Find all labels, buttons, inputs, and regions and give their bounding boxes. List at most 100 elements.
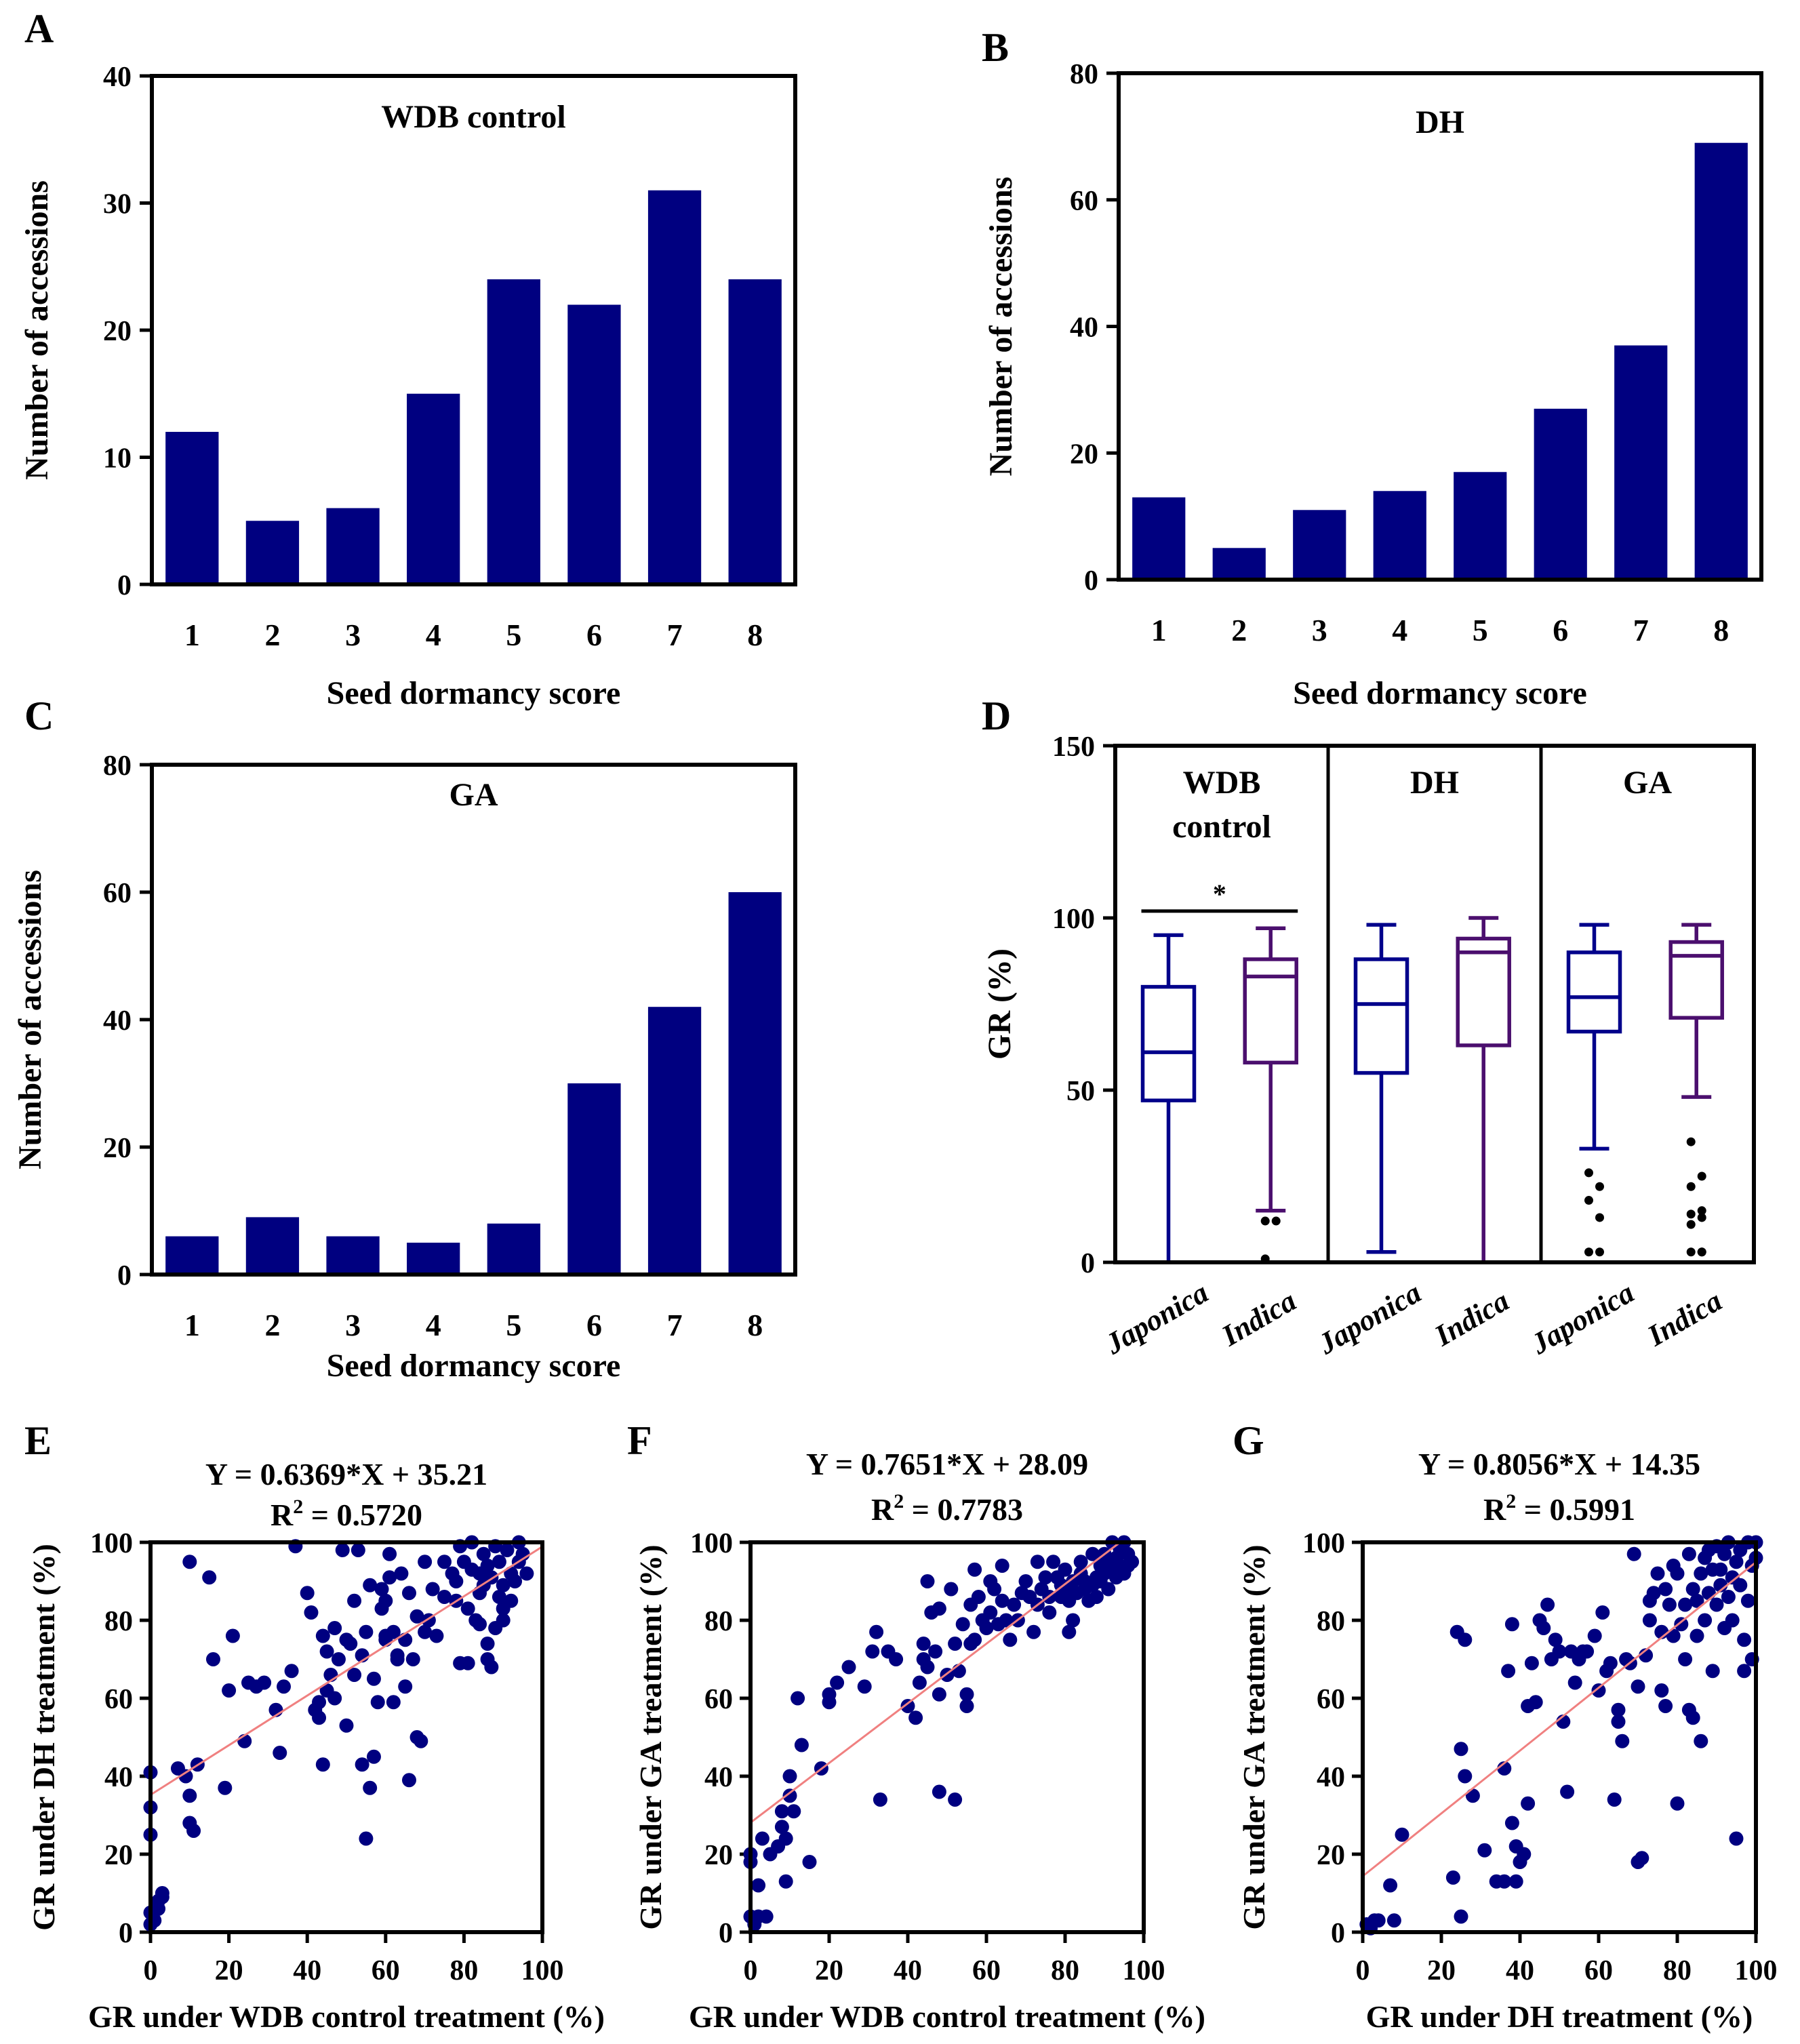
scatter-point bbox=[327, 1691, 342, 1706]
regression-equation: Y = 0.6369*X + 35.21 bbox=[205, 1457, 487, 1491]
scatter-point bbox=[1591, 1683, 1606, 1698]
x-tick-label: 5 bbox=[1473, 613, 1488, 647]
x-tick-label: 8 bbox=[747, 618, 763, 652]
scatter-point bbox=[1709, 1597, 1724, 1612]
scatter-point bbox=[1458, 1632, 1473, 1647]
x-tick-label: 40 bbox=[1506, 1955, 1534, 1986]
scatter-point bbox=[484, 1660, 499, 1675]
y-tick-label: 20 bbox=[1070, 439, 1098, 470]
scatter-point bbox=[1030, 1555, 1045, 1569]
scatter-point bbox=[1698, 1613, 1713, 1628]
plot-frame bbox=[150, 763, 797, 1277]
x-axis-label: Seed dormancy score bbox=[327, 1348, 621, 1384]
x-tick-label: 0 bbox=[1356, 1955, 1370, 1986]
scatter-point bbox=[202, 1570, 217, 1585]
x-tick-label: 20 bbox=[215, 1955, 243, 1986]
scatter-point bbox=[225, 1628, 240, 1643]
x-tick-label: 5 bbox=[506, 618, 521, 652]
x-tick-label: 20 bbox=[815, 1955, 843, 1986]
outlier-point bbox=[1595, 1213, 1604, 1222]
scatter-point bbox=[359, 1831, 374, 1846]
scatter-point bbox=[987, 1582, 1002, 1597]
scatter-point bbox=[1733, 1578, 1748, 1592]
x-tick-label: 3 bbox=[345, 618, 361, 652]
scatter-point bbox=[869, 1624, 884, 1639]
y-tick-label: 40 bbox=[1317, 1762, 1345, 1793]
scatter-point bbox=[920, 1574, 935, 1588]
scatter-point bbox=[519, 1566, 534, 1581]
y-tick-label: 20 bbox=[1317, 1840, 1345, 1871]
scatter-point bbox=[425, 1582, 440, 1597]
x-tick-label: 80 bbox=[1051, 1955, 1079, 1986]
plot-frame bbox=[148, 1540, 544, 1934]
chart-title: WDB control bbox=[381, 99, 565, 135]
bar-5 bbox=[1454, 472, 1507, 580]
y-axis-label: GR under GA treatment (%) bbox=[633, 1544, 668, 1929]
y-tick-label: 100 bbox=[690, 1528, 733, 1559]
outlier-point bbox=[1686, 1182, 1696, 1191]
x-tick-label: 2 bbox=[264, 1308, 280, 1342]
scatter-point bbox=[916, 1637, 931, 1651]
scatter-point bbox=[944, 1582, 959, 1597]
y-tick-label: 80 bbox=[704, 1606, 733, 1637]
x-tick-label: 7 bbox=[667, 618, 683, 652]
y-tick-label: 0 bbox=[1081, 1248, 1095, 1279]
scatter-point bbox=[971, 1590, 986, 1604]
x-tick-label: 6 bbox=[586, 618, 602, 652]
scatter-point bbox=[1631, 1679, 1645, 1694]
scatter-point bbox=[382, 1546, 397, 1561]
scatter-point bbox=[778, 1831, 793, 1846]
scatter-point bbox=[928, 1644, 943, 1659]
x-tick-label: 4 bbox=[426, 618, 441, 652]
scatter-point bbox=[1477, 1843, 1492, 1858]
scatter-point bbox=[830, 1675, 845, 1690]
box-label: Indica bbox=[1428, 1284, 1515, 1353]
box-label: Japonica bbox=[1525, 1276, 1639, 1361]
x-tick-label: 20 bbox=[1427, 1955, 1456, 1986]
scatter-point bbox=[1725, 1613, 1740, 1628]
y-axis-label: Number of accessions bbox=[19, 180, 55, 480]
scatter-point bbox=[355, 1757, 369, 1772]
x-tick-label: 60 bbox=[972, 1955, 1001, 1986]
outlier-point bbox=[1697, 1247, 1706, 1257]
scatter-point bbox=[359, 1624, 374, 1639]
box-iqr bbox=[1140, 984, 1197, 1102]
outlier-point bbox=[1686, 1137, 1696, 1146]
scatter-point bbox=[983, 1605, 998, 1620]
scatter-point bbox=[1654, 1683, 1669, 1698]
scatter-point bbox=[951, 1664, 966, 1679]
y-tick-label: 80 bbox=[1070, 59, 1098, 90]
box-iqr bbox=[1353, 957, 1409, 1075]
y-tick-label: 20 bbox=[104, 1840, 133, 1871]
scatter-point bbox=[300, 1586, 315, 1601]
scatter-point bbox=[1721, 1590, 1736, 1604]
scatter-point bbox=[1694, 1734, 1708, 1748]
x-tick-label: 1 bbox=[184, 1308, 200, 1342]
scatter-point bbox=[1580, 1644, 1595, 1659]
scatter-point bbox=[1717, 1546, 1732, 1561]
scatter-point bbox=[932, 1687, 946, 1702]
scatter-point bbox=[967, 1562, 982, 1577]
scatter-point bbox=[1007, 1597, 1022, 1612]
scatter-point bbox=[1371, 1913, 1386, 1928]
r-squared: R2 = 0.7783 bbox=[871, 1490, 1023, 1527]
y-tick-label: 100 bbox=[1052, 904, 1095, 935]
scatter-point bbox=[1595, 1605, 1610, 1620]
x-tick-label: 0 bbox=[744, 1955, 758, 1986]
scatter-point bbox=[1694, 1566, 1708, 1581]
x-tick-label: 40 bbox=[293, 1955, 321, 1986]
scatter-point bbox=[460, 1656, 475, 1670]
bar-6 bbox=[567, 1083, 621, 1275]
scatter-point bbox=[912, 1675, 927, 1690]
y-tick-label: 20 bbox=[103, 316, 132, 347]
scatter-point bbox=[1383, 1878, 1398, 1893]
box-label: Japonica bbox=[1099, 1276, 1214, 1361]
scatter-point bbox=[999, 1613, 1014, 1628]
x-tick-label: 6 bbox=[586, 1308, 602, 1342]
y-tick-label: 40 bbox=[1070, 313, 1098, 344]
x-tick-label: 7 bbox=[667, 1308, 683, 1342]
y-axis-label: Number of accessions bbox=[983, 177, 1019, 477]
scatter-point bbox=[778, 1874, 793, 1889]
x-tick-label: 1 bbox=[184, 618, 200, 652]
x-tick-label: 4 bbox=[1392, 613, 1407, 647]
